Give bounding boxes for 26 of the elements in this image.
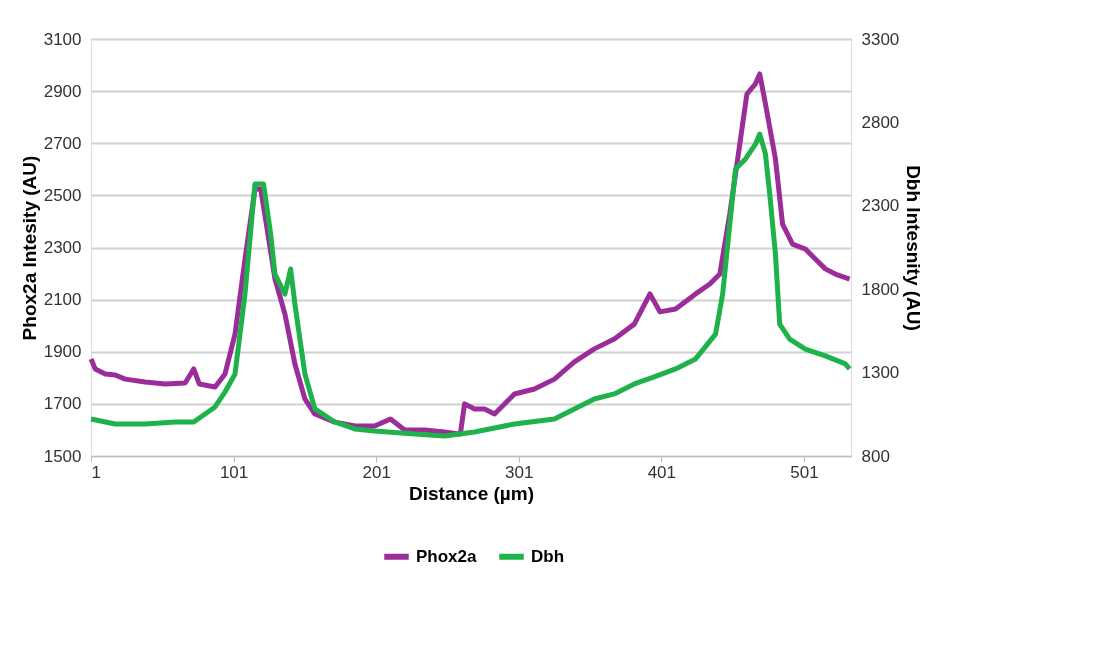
x-axis-title: Distance (µm) [409,482,534,504]
y-tick-label: 2300 [43,238,82,257]
y2-tick-label: 1800 [861,279,900,299]
y-tick-label: 1500 [43,446,82,466]
y2-tick-label: 3300 [861,29,900,49]
y-tick-label: 2700 [43,133,82,153]
y-tick-label: 2100 [43,290,82,310]
y2-axis-title: Dbh Intesnity (AU) [903,165,925,331]
y-tick-label: 2900 [43,81,82,101]
x-tick-label: 401 [647,462,677,482]
y2-tick-label: 2300 [861,196,900,216]
legend-label: Dbh [531,546,565,566]
x-tick-label: 501 [790,462,819,482]
y-tick-label: 2500 [43,185,82,205]
y-tick-label: 3100 [43,29,82,49]
y-tick-label: 1700 [43,394,82,414]
x-tick-label: 301 [505,462,534,482]
x-tick-label: 1 [91,462,101,482]
y-tick-label: 1900 [43,342,82,362]
x-tick-label: 201 [362,462,391,482]
y2-tick-label: 800 [861,446,890,466]
y2-tick-label: 2800 [861,112,900,132]
legend-label: Phox2a [416,546,478,566]
y-axis-title: Phox2a Intesity (AU) [18,155,40,341]
y2-tick-label: 1300 [861,363,900,383]
x-tick-label: 101 [219,462,249,482]
